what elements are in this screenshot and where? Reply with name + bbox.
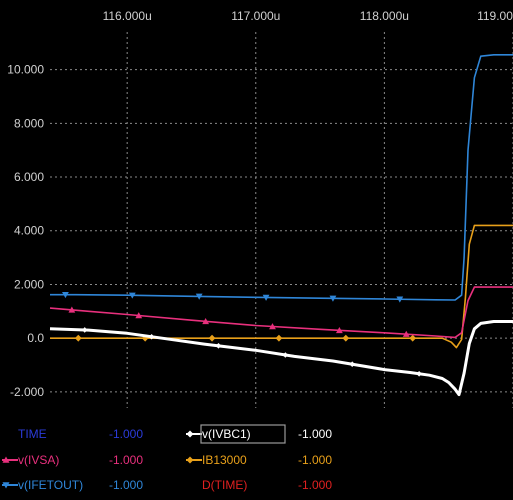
y-tick-label: -2.000 (10, 385, 44, 399)
y-tick-label: 10.000 (7, 63, 44, 77)
trace-v-ifetout[interactable] (50, 53, 513, 301)
legend-value-v-ivbc1: -1.000 (298, 427, 332, 441)
marker-v-ivbc1 (349, 361, 356, 368)
legend-label-ib13000[interactable]: IB13000 (202, 453, 247, 467)
legend-value-time: -1.000 (109, 427, 143, 441)
marker-v-ivbc1 (215, 342, 222, 349)
y-tick-label: 0.0 (27, 331, 44, 345)
legend-marker-triangle-down-icon (2, 482, 10, 489)
grid-lines (50, 32, 513, 408)
x-tick-label: 119.00 (477, 9, 513, 23)
marker-v-ifetout (262, 294, 270, 301)
trace-ib13000[interactable] (50, 224, 513, 349)
x-axis-ticks: 116.000u 117.000u 118.000u 119.00 (103, 9, 513, 23)
marker-ib13000 (74, 334, 82, 342)
marker-v-ivsa (402, 330, 410, 337)
marker-v-ivbc1 (416, 371, 422, 377)
marker-v-ifetout (128, 292, 136, 299)
marker-ib13000 (275, 334, 283, 342)
trace-v-ivbc1[interactable] (49, 320, 513, 397)
x-tick-label: 116.000u (103, 9, 152, 23)
y-tick-label: 8.000 (14, 116, 44, 130)
legend-value-v-ifetout: -1.000 (109, 478, 143, 492)
x-tick-label: 117.000u (231, 9, 280, 23)
marker-v-ifetout (195, 293, 203, 300)
trace-v-ivsa[interactable] (49, 286, 513, 339)
marker-v-ivsa (202, 317, 210, 325)
legend-value-ib13000: -1.000 (298, 453, 332, 467)
marker-v-ivsa (68, 306, 76, 313)
marker-v-ivbc1 (282, 352, 289, 358)
y-tick-label: 2.000 (14, 277, 44, 291)
marker-v-ifetout (396, 296, 404, 303)
legend-marker-diamond-icon (186, 430, 194, 438)
marker-v-ivbc1 (81, 327, 88, 333)
legend-label-d-time[interactable]: D(TIME) (202, 478, 247, 492)
legend-marker-diamond-icon (186, 456, 194, 464)
marker-v-ivsa (335, 326, 343, 334)
y-axis-ticks: 10.000 8.000 6.000 4.000 2.000 0.0 -2.000 (7, 63, 44, 399)
traces[interactable] (49, 53, 513, 397)
x-tick-label: 118.000u (360, 9, 409, 23)
marker-v-ivsa (135, 312, 143, 319)
marker-v-ivbc1 (148, 333, 155, 340)
y-tick-label: 4.000 (14, 224, 44, 238)
legend[interactable]: TIME -1.000 v(IVBC1) -1.000 v(IVSA) -1.000 IB1… (2, 424, 332, 492)
legend-label-v-ifetout[interactable]: v(IFETOUT) (18, 478, 83, 492)
y-tick-label: 6.000 (14, 170, 44, 184)
marker-v-ifetout (62, 291, 69, 299)
marker-v-ifetout (329, 295, 337, 302)
legend-label-v-ivbc1[interactable]: v(IVBC1) (202, 427, 251, 441)
legend-label-time[interactable]: TIME (18, 427, 47, 441)
legend-selection-box (200, 424, 286, 444)
legend-label-v-ivsa[interactable]: v(IVSA) (18, 453, 59, 467)
marker-ib13000 (342, 334, 350, 342)
legend-value-v-ivsa: -1.000 (109, 453, 143, 467)
marker-v-ivsa (269, 323, 276, 330)
legend-value-d-time: -1.000 (298, 478, 332, 492)
marker-ib13000 (208, 334, 216, 342)
legend-marker-triangle-up-icon (2, 456, 10, 463)
marker-ib13000 (409, 334, 417, 342)
